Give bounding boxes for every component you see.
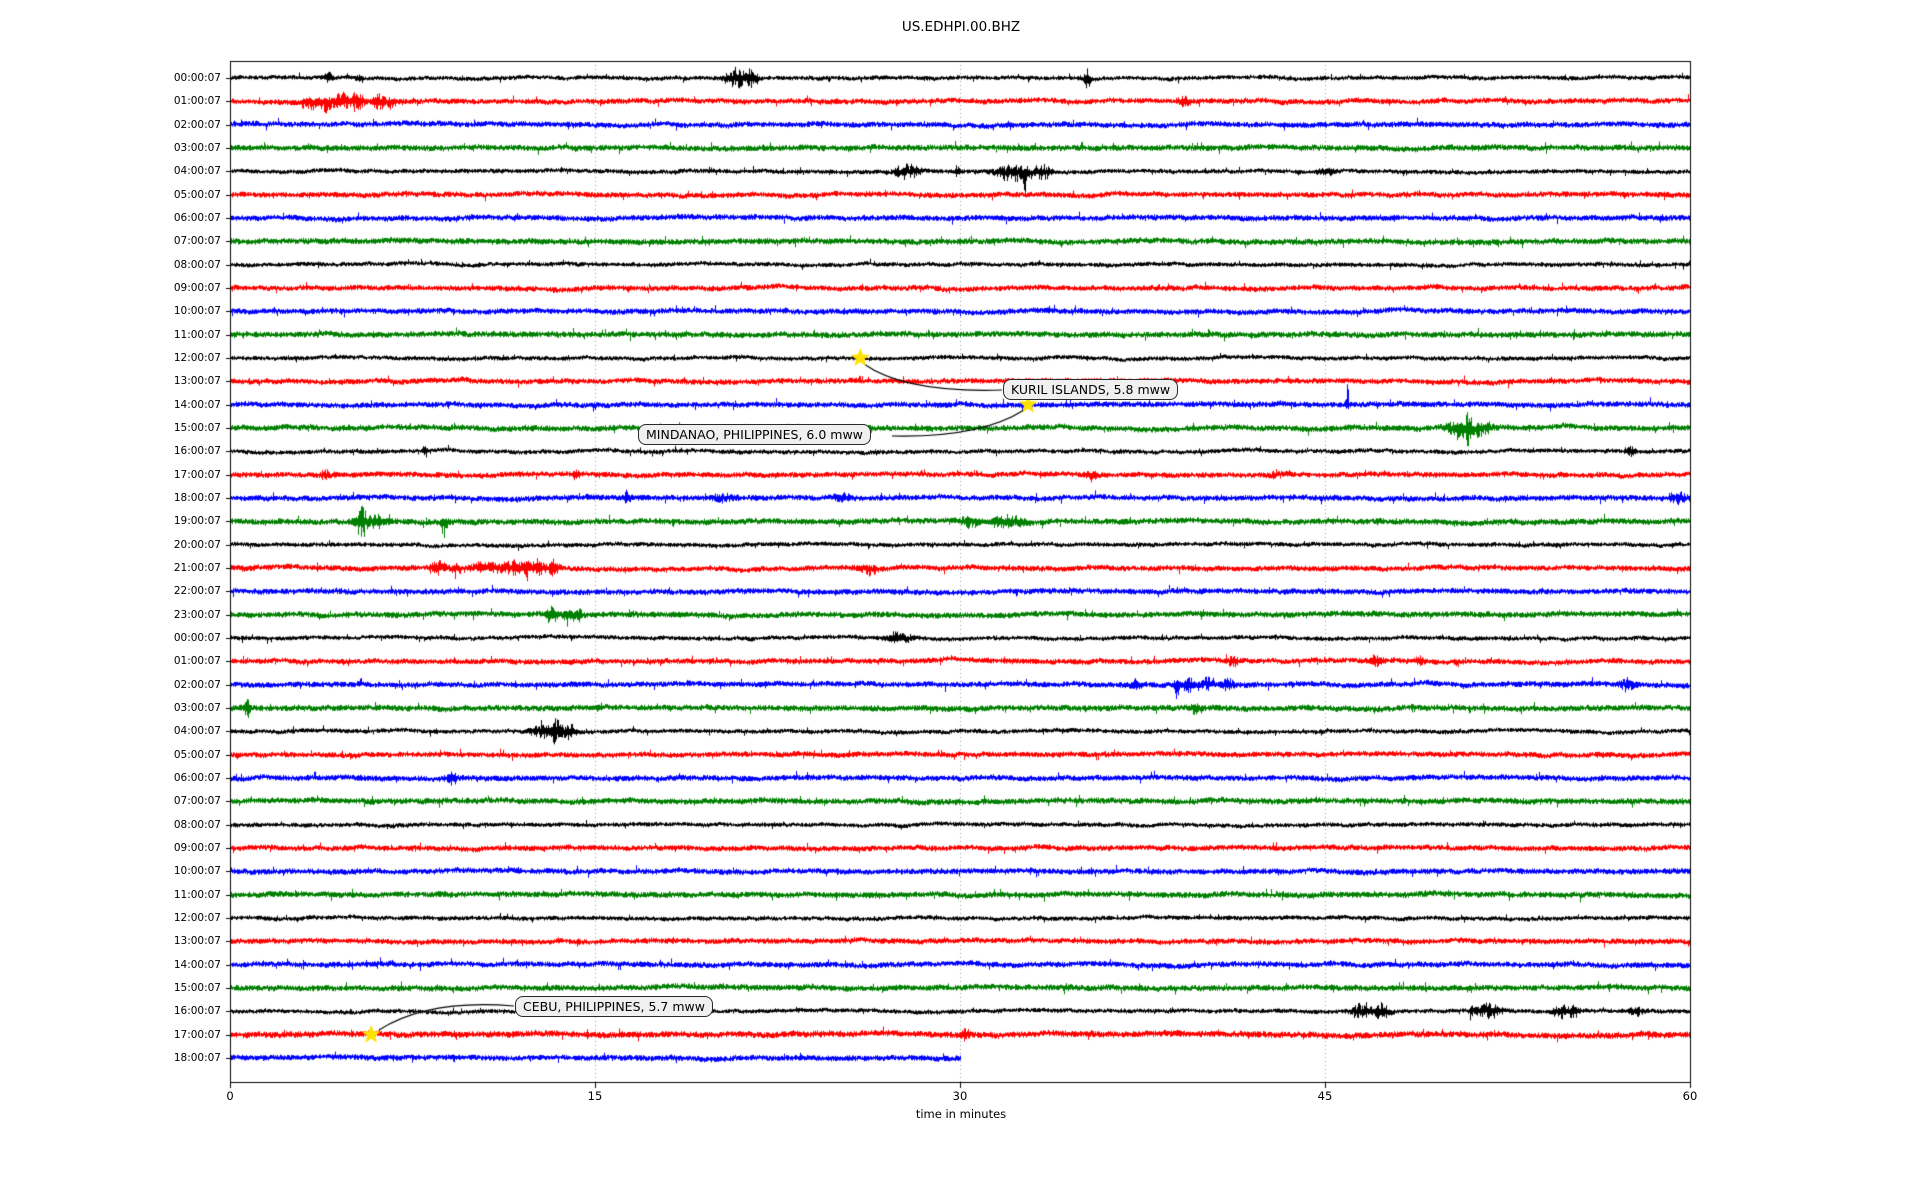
y-axis-label: 05:00:07: [173, 748, 221, 761]
y-axis-label: 10:00:07: [173, 865, 221, 878]
y-axis-label: 00:00:07: [173, 72, 221, 84]
y-axis-label: 20:00:07: [173, 538, 221, 551]
annotation-label: MINDANAO, PHILIPPINES, 6.0 mww: [646, 427, 863, 442]
y-axis-label: 00:00:07: [173, 632, 221, 644]
y-axis-label: 13:00:07: [173, 935, 221, 948]
y-axis-label: 10:00:07: [173, 305, 221, 318]
y-axis-label: 17:00:07: [173, 468, 221, 481]
figure-title: US.EDHPI.00.BHZ: [901, 19, 1021, 35]
y-axis-label: 12:00:07: [173, 352, 221, 364]
y-axis-label: 09:00:07: [173, 282, 221, 294]
y-axis-label: 06:00:07: [173, 772, 221, 784]
y-axis-label: 07:00:07: [173, 235, 221, 248]
y-axis-label: 04:00:07: [173, 725, 221, 738]
x-axis-tick-label: 45: [1317, 1089, 1333, 1103]
y-axis-label: 09:00:07: [173, 842, 221, 854]
y-axis-label: 14:00:07: [173, 398, 221, 411]
annotation-label: CEBU, PHILIPPINES, 5.7 mww: [523, 999, 705, 1014]
annotation-mindanao: MINDANAO, PHILIPPINES, 6.0 mww: [638, 424, 871, 445]
y-axis-label: 02:00:07: [173, 678, 221, 691]
y-axis-label: 18:00:07: [173, 1052, 221, 1064]
y-axis-label: 08:00:07: [173, 818, 221, 831]
x-axis-label: time in minutes: [915, 1107, 1007, 1121]
y-axis-label: 06:00:07: [173, 212, 221, 224]
y-axis-label: 22:00:07: [173, 585, 221, 598]
y-axis-label: 11:00:07: [173, 888, 221, 901]
y-axis-label: 05:00:07: [173, 188, 221, 201]
x-axis-tick-label: 0: [226, 1089, 234, 1103]
y-axis-label: 11:00:07: [173, 328, 221, 341]
y-axis-label: 07:00:07: [173, 795, 221, 808]
y-axis-label: 21:00:07: [173, 562, 221, 574]
y-axis-label: 12:00:07: [173, 912, 221, 924]
y-axis-label: 18:00:07: [173, 492, 221, 504]
annotation-kuril-islands: KURIL ISLANDS, 5.8 mww: [1003, 379, 1179, 400]
y-axis-label: 15:00:07: [173, 982, 221, 994]
y-axis-label: 03:00:07: [173, 702, 221, 714]
annotation-label: KURIL ISLANDS, 5.8 mww: [1011, 382, 1171, 397]
x-axis-tick-label: 30: [952, 1089, 968, 1103]
y-axis-label: 01:00:07: [173, 655, 221, 668]
y-axis-label: 14:00:07: [173, 958, 221, 971]
y-axis-label: 01:00:07: [173, 95, 221, 108]
y-axis-labels: 00:00:07 01:00:07 02:00:07 03:00:07 04:00:07…: [0, 0, 221, 1200]
y-axis-label: 19:00:07: [173, 515, 221, 528]
y-axis-label: 17:00:07: [173, 1028, 221, 1041]
y-axis-label: 16:00:07: [173, 445, 221, 458]
y-axis-label: 03:00:07: [173, 142, 221, 154]
y-axis-label: 16:00:07: [173, 1005, 221, 1018]
y-axis-label: 08:00:07: [173, 258, 221, 271]
y-axis-label: 23:00:07: [173, 608, 221, 621]
y-axis-label: 04:00:07: [173, 165, 221, 178]
y-axis-label: 02:00:07: [173, 118, 221, 131]
y-axis-label: 13:00:07: [173, 375, 221, 388]
y-axis-label: 15:00:07: [173, 422, 221, 434]
x-axis-tick-label: 60: [1682, 1089, 1698, 1103]
x-axis-tick-label: 15: [587, 1089, 603, 1103]
annotation-cebu: CEBU, PHILIPPINES, 5.7 mww: [515, 996, 713, 1017]
